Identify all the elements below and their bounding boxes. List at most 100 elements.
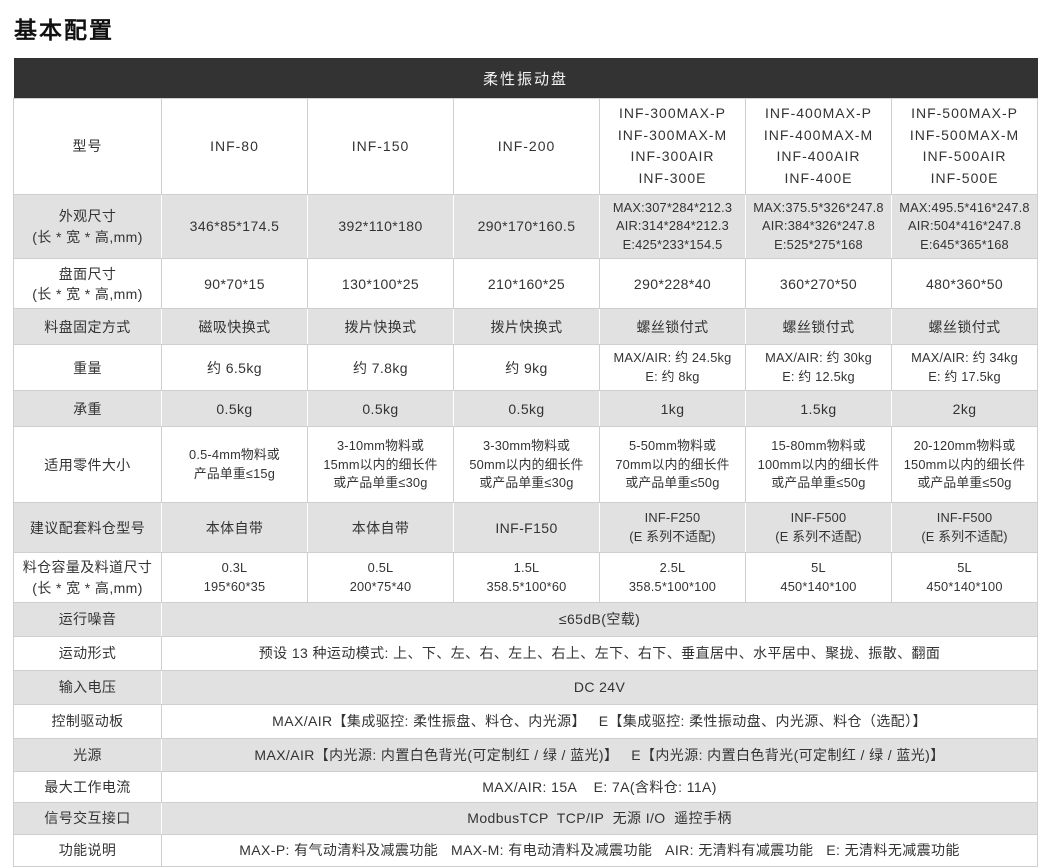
spec-cell: 约 6.5kg <box>161 344 308 392</box>
spec-cell: 螺丝锁付式 <box>745 308 892 346</box>
spec-cell: INF-80 <box>161 98 308 195</box>
spec-cell: MAX:375.5*326*247.8 AIR:384*326*247.8 E:52… <box>745 193 892 260</box>
row-label: 功能说明 <box>13 834 162 867</box>
spec-cell: 210*160*25 <box>453 258 600 310</box>
table-row: 控制驱动板 MAX/AIR【集成驱控: 柔性振盘、料仓、内光源】 E【集成驱控: … <box>13 704 1039 740</box>
spec-cell: 346*85*174.5 <box>161 193 308 260</box>
spec-cell: MAX/AIR: 约 24.5kg E: 约 8kg <box>599 344 746 392</box>
row-label: 适用零件大小 <box>13 426 162 504</box>
table-row: 运行噪音 ≤65dB(空载) <box>13 602 1039 638</box>
spec-cell: MAX/AIR: 约 30kg E: 约 12.5kg <box>745 344 892 392</box>
spec-cell: 0.5L 200*75*40 <box>307 552 454 604</box>
spec-cell: 3-10mm物料或 15mm以内的细长件 或产品单重≤30g <box>307 426 454 504</box>
spec-cell: 0.5kg <box>161 390 308 428</box>
spec-cell: 360*270*50 <box>745 258 892 310</box>
spec-cell: 1kg <box>599 390 746 428</box>
spec-cell: 3-30mm物料或 50mm以内的细长件 或产品单重≤30g <box>453 426 600 504</box>
spec-span-cell: MAX-P: 有气动清料及减震功能 MAX-M: 有电动清料及减震功能 AIR:… <box>160 834 1039 867</box>
row-label: 外观尺寸 (长 * 宽 * 高,mm) <box>13 193 162 260</box>
spec-cell: 0.5-4mm物料或 产品单重≤15g <box>161 426 308 504</box>
spec-cell: 拨片快换式 <box>307 308 454 346</box>
row-label: 承重 <box>13 390 162 428</box>
spec-cell: 290*170*160.5 <box>453 193 600 260</box>
spec-cell: 1.5kg <box>745 390 892 428</box>
spec-cell: 1.5L 358.5*100*60 <box>453 552 600 604</box>
spec-cell: 480*360*50 <box>890 258 1039 310</box>
table-row: 最大工作电流 MAX/AIR: 15A E: 7A(含料仓: 11A) <box>13 771 1039 804</box>
spec-cell: 本体自带 <box>161 502 308 554</box>
spec-cell: INF-300MAX-P INF-300MAX-M INF-300AIR INF-30… <box>599 98 746 195</box>
table-row: 型号 INF-80 INF-150 INF-200 INF-300MAX-P INF-30… <box>13 98 1039 195</box>
spec-span-cell: MAX/AIR【内光源: 内置白色背光(可定制红 / 绿 / 蓝光)】 E【内光… <box>160 738 1039 773</box>
table-row: 运动形式 预设 13 种运动模式: 上、下、左、右、左上、右上、左下、右下、垂直居… <box>13 636 1039 672</box>
spec-span-cell: ≤65dB(空载) <box>160 602 1039 638</box>
spec-span-cell: DC 24V <box>160 670 1039 706</box>
row-label: 最大工作电流 <box>13 771 162 804</box>
spec-cell: 90*70*15 <box>161 258 308 310</box>
table-row: 建议配套料仓型号 本体自带 本体自带 INF-F150 INF-F250 (E 系列不适配… <box>13 502 1039 554</box>
spec-cell: 290*228*40 <box>599 258 746 310</box>
table-row: 承重 0.5kg 0.5kg 0.5kg 1kg 1.5kg 2kg <box>13 390 1039 428</box>
table-row: 输入电压 DC 24V <box>13 670 1039 706</box>
spec-span-cell: ModbusTCP TCP/IP 无源 I/O 遥控手柄 <box>160 802 1039 836</box>
row-label: 运动形式 <box>13 636 162 672</box>
spec-cell: 螺丝锁付式 <box>890 308 1039 346</box>
table-row: 料盘固定方式 磁吸快换式 拨片快换式 拨片快换式 螺丝锁付式 螺丝锁付式 螺丝锁付式 <box>13 308 1039 346</box>
spec-cell: INF-F500 (E 系列不适配) <box>745 502 892 554</box>
spec-cell: 2.5L 358.5*100*100 <box>599 552 746 604</box>
table-row: 重量约 6.5kg 约 7.8kg 约 9kg MAX/AIR: 约 24.5kg E:… <box>13 344 1039 392</box>
spec-span-cell: 预设 13 种运动模式: 上、下、左、右、左上、右上、左下、右下、垂直居中、水平… <box>160 636 1039 672</box>
spec-cell: 130*100*25 <box>307 258 454 310</box>
spec-cell: 392*110*180 <box>307 193 454 260</box>
table-row: 适用零件大小 0.5-4mm物料或 产品单重≤15g 3-10mm物料或 15mm以内的… <box>13 426 1039 504</box>
spec-cell: 磁吸快换式 <box>161 308 308 346</box>
spec-span-cell: MAX/AIR【集成驱控: 柔性振盘、料仓、内光源】 E【集成驱控: 柔性振动盘… <box>160 704 1039 740</box>
spec-cell: 约 7.8kg <box>307 344 454 392</box>
row-label: 料盘固定方式 <box>13 308 162 346</box>
spec-cell: INF-500MAX-P INF-500MAX-M INF-500AIR INF-50… <box>890 98 1039 195</box>
row-label: 运行噪音 <box>13 602 162 638</box>
spec-cell: INF-150 <box>307 98 454 195</box>
table-row: 盘面尺寸 (长 * 宽 * 高,mm) 90*70*15 130*100*25 210*… <box>13 258 1039 310</box>
spec-table: 柔性振动盘 型号 INF-80 INF-150 INF-200 INF-300MAX-P… <box>13 58 1039 867</box>
table-row: 料仓容量及料道尺寸 (长 * 宽 * 高,mm) 0.3L 195*60*35 0.5L… <box>13 552 1039 604</box>
row-label: 控制驱动板 <box>13 704 162 740</box>
spec-cell: 5L 450*140*100 <box>890 552 1039 604</box>
row-label: 型号 <box>13 98 162 195</box>
table-row: 功能说明 MAX-P: 有气动清料及减震功能 MAX-M: 有电动清料及减震功能 … <box>13 834 1039 867</box>
table-header-title: 柔性振动盘 <box>13 58 1038 99</box>
table-header-row: 柔性振动盘 <box>13 58 1038 99</box>
spec-cell: INF-F150 <box>453 502 600 554</box>
spec-cell: 2kg <box>890 390 1039 428</box>
row-label: 料仓容量及料道尺寸 (长 * 宽 * 高,mm) <box>13 552 162 604</box>
page-title: 基本配置 <box>14 17 114 43</box>
spec-cell: 15-80mm物料或 100mm以内的细长件 或产品单重≤50g <box>745 426 892 504</box>
spec-cell: INF-400MAX-P INF-400MAX-M INF-400AIR INF-40… <box>745 98 892 195</box>
row-label: 输入电压 <box>13 670 162 706</box>
spec-cell: 拨片快换式 <box>453 308 600 346</box>
spec-table-body: 型号 INF-80 INF-150 INF-200 INF-300MAX-P INF-30… <box>13 98 1039 867</box>
row-label: 重量 <box>13 344 162 392</box>
spec-cell: MAX/AIR: 约 34kg E: 约 17.5kg <box>890 344 1039 392</box>
spec-cell: 0.5kg <box>307 390 454 428</box>
spec-cell: 0.3L 195*60*35 <box>161 552 308 604</box>
spec-cell: 20-120mm物料或 150mm以内的细长件 或产品单重≤50g <box>890 426 1039 504</box>
spec-cell: MAX:307*284*212.3 AIR:314*284*212.3 E:425*… <box>599 193 746 260</box>
spec-cell: INF-200 <box>453 98 600 195</box>
table-row: 信号交互接口 ModbusTCP TCP/IP 无源 I/O 遥控手柄 <box>13 802 1039 836</box>
table-row: 光源 MAX/AIR【内光源: 内置白色背光(可定制红 / 绿 / 蓝光)】 E【… <box>13 738 1039 773</box>
row-label: 光源 <box>13 738 162 773</box>
spec-cell: 0.5kg <box>453 390 600 428</box>
row-label: 建议配套料仓型号 <box>13 502 162 554</box>
spec-cell: 5L 450*140*100 <box>745 552 892 604</box>
spec-cell: MAX:495.5*416*247.8 AIR:504*416*247.8 E:64… <box>890 193 1039 260</box>
spec-span-cell: MAX/AIR: 15A E: 7A(含料仓: 11A) <box>160 771 1039 804</box>
spec-cell: INF-F250 (E 系列不适配) <box>599 502 746 554</box>
spec-cell: INF-F500 (E 系列不适配) <box>890 502 1039 554</box>
row-label: 盘面尺寸 (长 * 宽 * 高,mm) <box>13 258 162 310</box>
spec-cell: 本体自带 <box>307 502 454 554</box>
table-row: 外观尺寸 (长 * 宽 * 高,mm) 346*85*174.5 392*110*18… <box>13 193 1039 260</box>
spec-cell: 螺丝锁付式 <box>599 308 746 346</box>
spec-cell: 约 9kg <box>453 344 600 392</box>
